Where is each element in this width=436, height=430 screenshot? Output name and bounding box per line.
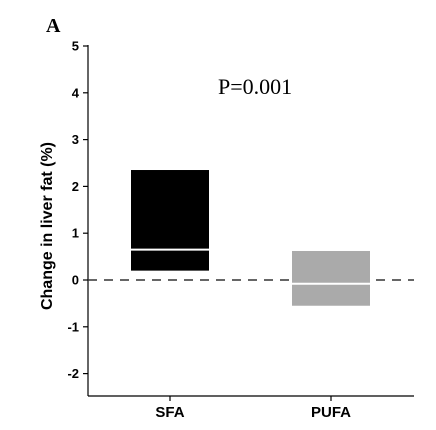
y-tick-label: -1: [67, 319, 79, 334]
x-tick-label-pufa: PUFA: [311, 404, 351, 421]
y-tick-label: 0: [72, 273, 79, 288]
panel-label: A: [46, 15, 61, 37]
y-tick-label: 2: [72, 179, 79, 194]
y-tick-label: 5: [72, 39, 79, 54]
y-tick-label: 1: [72, 226, 79, 241]
x-tick-label-sfa: SFA: [155, 404, 184, 421]
box-sfa: [131, 170, 209, 271]
y-axis-label: Change in liver fat (%): [39, 142, 56, 310]
box-pufa: [292, 250, 370, 306]
y-tick-label: -2: [67, 366, 79, 381]
y-tick-label: 4: [72, 85, 80, 100]
boxes: [131, 170, 370, 306]
axes: 5 4 3 2 1 0 -1 -2 SFA PUFA: [67, 39, 414, 421]
y-tick-label: 3: [72, 132, 79, 147]
p-value-annotation: P=0.001: [218, 74, 292, 99]
